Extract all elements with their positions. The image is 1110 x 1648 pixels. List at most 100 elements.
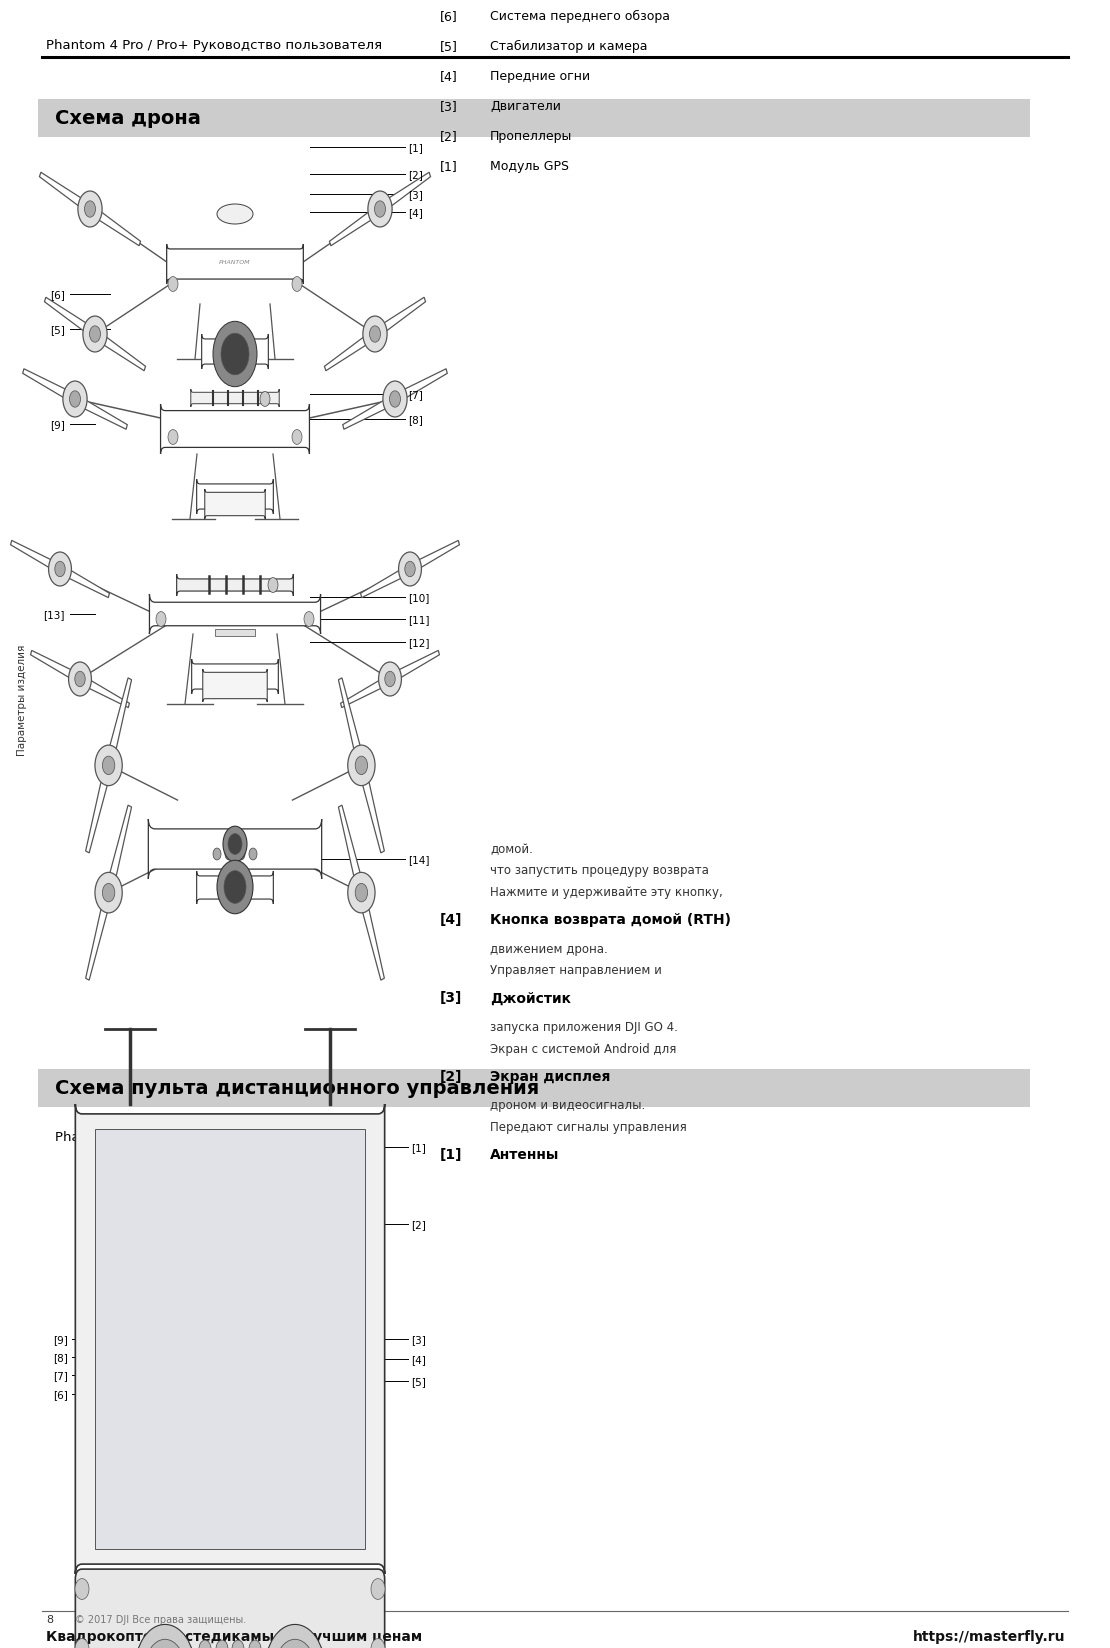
FancyBboxPatch shape bbox=[38, 101, 1030, 138]
Circle shape bbox=[275, 1640, 315, 1648]
Circle shape bbox=[75, 1638, 89, 1648]
Circle shape bbox=[224, 872, 246, 903]
Circle shape bbox=[84, 201, 95, 218]
FancyBboxPatch shape bbox=[196, 872, 273, 905]
FancyBboxPatch shape bbox=[75, 1104, 385, 1574]
Polygon shape bbox=[11, 541, 61, 574]
Circle shape bbox=[374, 201, 385, 218]
Polygon shape bbox=[357, 765, 384, 854]
Text: [6]: [6] bbox=[53, 1389, 68, 1399]
Polygon shape bbox=[74, 396, 128, 430]
Polygon shape bbox=[330, 206, 382, 247]
Polygon shape bbox=[341, 676, 391, 709]
Circle shape bbox=[268, 578, 278, 593]
Circle shape bbox=[371, 1579, 385, 1600]
Circle shape bbox=[260, 392, 270, 407]
Circle shape bbox=[69, 662, 91, 697]
Circle shape bbox=[304, 611, 314, 626]
Text: Phantom 4 Pro+ (модель: GL300E): Phantom 4 Pro+ (модель: GL300E) bbox=[56, 1129, 290, 1142]
Circle shape bbox=[168, 430, 178, 445]
Circle shape bbox=[232, 1640, 244, 1648]
Circle shape bbox=[249, 849, 258, 860]
FancyBboxPatch shape bbox=[150, 595, 321, 634]
Text: [2]: [2] bbox=[440, 130, 457, 143]
Polygon shape bbox=[105, 679, 132, 768]
Circle shape bbox=[216, 1640, 228, 1648]
Text: Передние огни: Передние огни bbox=[490, 69, 591, 82]
Text: [3]: [3] bbox=[440, 101, 457, 114]
Circle shape bbox=[355, 756, 367, 775]
Polygon shape bbox=[22, 369, 77, 404]
Text: Система переднего обзора: Система переднего обзора bbox=[490, 10, 670, 23]
FancyBboxPatch shape bbox=[95, 1129, 365, 1549]
Text: Кнопка возврата домой (RTH): Кнопка возврата домой (RTH) bbox=[490, 913, 731, 926]
Text: Джойстик: Джойстик bbox=[490, 990, 571, 1005]
Text: [4]: [4] bbox=[440, 913, 463, 926]
Circle shape bbox=[363, 316, 387, 353]
Circle shape bbox=[223, 827, 248, 862]
Circle shape bbox=[370, 326, 381, 343]
Polygon shape bbox=[93, 330, 145, 371]
Circle shape bbox=[292, 277, 302, 292]
Text: дроном и видеосигналы.: дроном и видеосигналы. bbox=[490, 1099, 645, 1112]
Text: домой.: домой. bbox=[490, 842, 533, 855]
Polygon shape bbox=[79, 676, 130, 709]
Polygon shape bbox=[361, 565, 411, 598]
Text: PHANTOM: PHANTOM bbox=[220, 259, 251, 264]
Circle shape bbox=[145, 1640, 185, 1648]
Circle shape bbox=[371, 1638, 385, 1648]
Polygon shape bbox=[374, 298, 425, 339]
Circle shape bbox=[228, 834, 242, 855]
Circle shape bbox=[49, 552, 71, 587]
Text: © 2017 DJI Все права защищены.: © 2017 DJI Все права защищены. bbox=[75, 1613, 246, 1623]
Text: запуска приложения DJI GO 4.: запуска приложения DJI GO 4. bbox=[490, 1020, 678, 1033]
Text: [12]: [12] bbox=[408, 638, 430, 648]
Circle shape bbox=[90, 326, 101, 343]
Polygon shape bbox=[40, 173, 91, 214]
Text: Экран с системой Android для: Экран с системой Android для bbox=[490, 1042, 676, 1055]
Circle shape bbox=[379, 662, 402, 697]
Circle shape bbox=[347, 873, 375, 913]
Circle shape bbox=[54, 562, 65, 577]
Text: [9]: [9] bbox=[53, 1335, 68, 1345]
Circle shape bbox=[265, 1625, 325, 1648]
Text: [5]: [5] bbox=[50, 325, 65, 335]
Ellipse shape bbox=[216, 204, 253, 224]
Text: [3]: [3] bbox=[440, 990, 463, 1005]
Text: [9]: [9] bbox=[50, 420, 65, 430]
Circle shape bbox=[249, 1640, 261, 1648]
FancyBboxPatch shape bbox=[192, 659, 279, 694]
Text: Стабилизатор и камера: Стабилизатор и камера bbox=[490, 40, 647, 53]
Circle shape bbox=[385, 672, 395, 687]
Polygon shape bbox=[85, 765, 112, 854]
Text: [3]: [3] bbox=[408, 190, 423, 199]
Polygon shape bbox=[343, 396, 396, 430]
Text: [1]: [1] bbox=[440, 1147, 463, 1162]
Text: что запустить процедуру возврата: что запустить процедуру возврата bbox=[490, 864, 709, 877]
Circle shape bbox=[216, 860, 253, 915]
FancyBboxPatch shape bbox=[38, 1070, 1030, 1107]
Text: [11]: [11] bbox=[408, 615, 430, 625]
FancyBboxPatch shape bbox=[176, 575, 293, 597]
Polygon shape bbox=[44, 298, 97, 339]
Circle shape bbox=[157, 611, 166, 626]
Circle shape bbox=[75, 1579, 89, 1600]
Circle shape bbox=[221, 335, 249, 376]
Text: [10]: [10] bbox=[408, 593, 430, 603]
FancyBboxPatch shape bbox=[191, 391, 280, 407]
Text: [4]: [4] bbox=[408, 208, 423, 218]
FancyBboxPatch shape bbox=[203, 669, 268, 702]
Polygon shape bbox=[357, 892, 384, 981]
Text: Нажмите и удерживайте эту кнопку,: Нажмите и удерживайте эту кнопку, bbox=[490, 885, 723, 898]
Text: [8]: [8] bbox=[53, 1351, 68, 1363]
Text: [5]: [5] bbox=[440, 40, 458, 53]
Circle shape bbox=[355, 883, 367, 903]
Text: [13]: [13] bbox=[43, 610, 65, 620]
Polygon shape bbox=[388, 651, 440, 684]
Text: [3]: [3] bbox=[411, 1335, 426, 1345]
Circle shape bbox=[213, 321, 258, 387]
Text: Phantom 4 Pro / Pro+ Руководство пользователя: Phantom 4 Pro / Pro+ Руководство пользов… bbox=[46, 40, 382, 53]
Circle shape bbox=[347, 745, 375, 786]
Text: Антенны: Антенны bbox=[490, 1147, 559, 1162]
Polygon shape bbox=[85, 892, 112, 981]
